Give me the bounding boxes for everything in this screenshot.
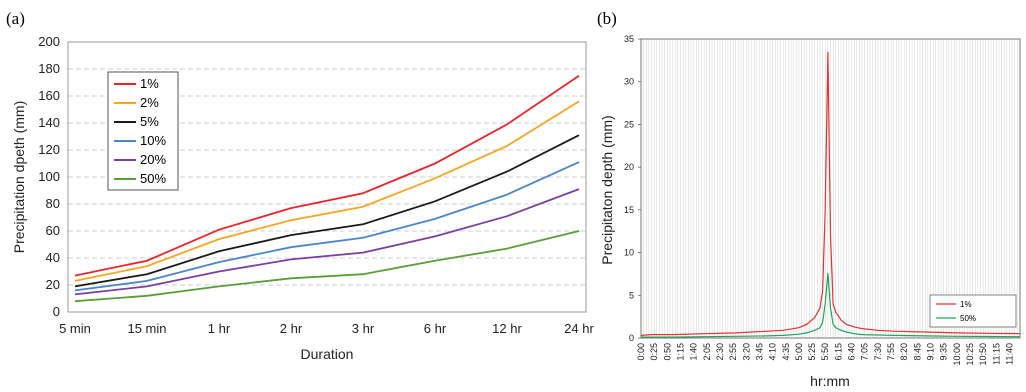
- panel-a-y-tick-label: 40: [46, 250, 60, 265]
- panel-a-series-line-1: [74, 100, 580, 282]
- panel-a-legend: 1% 2% 5% 10% 20% 50%: [107, 71, 179, 191]
- panel-a-legend-box: [107, 71, 179, 191]
- panel-a-x-ticks: 5 min 15 min 1 hr 2 hr 3 hr 6 hr 12 hr 24 hr: [59, 321, 594, 336]
- panel-a-legend-label: 5%: [140, 114, 159, 129]
- panel-b-x-tick-label: 10:50: [978, 343, 988, 366]
- panel-a-x-tick-label: 6 hr: [424, 321, 447, 336]
- panel-a-y-axis-title: Precipitation dpeth (mm): [11, 101, 27, 254]
- panel-a-series-line-0: [74, 75, 580, 277]
- panel-b-legend: 1% 50%: [929, 294, 1017, 328]
- panel-b-x-tick-label: 0:00: [636, 343, 646, 361]
- panel-a-y-tick-label: 0: [53, 304, 60, 319]
- panel-b-x-tick-label: 5:00: [794, 343, 804, 361]
- panel-a-gridlines: [68, 68, 586, 286]
- panel-a-y-tick-label: 60: [46, 223, 60, 238]
- panel-b-x-tick-label: 7:55: [886, 343, 896, 361]
- panel-a-x-tick-label: 5 min: [59, 321, 91, 336]
- panel-b-gridlines: [643, 39, 1018, 338]
- panel-b-x-tick-label: 8:45: [912, 343, 922, 361]
- panel-b-x-tick-label: 9:10: [926, 343, 936, 361]
- panel-b-x-tick-label: 10:00: [952, 343, 962, 366]
- panel-b-y-tick-label: 0: [629, 333, 634, 343]
- panel-b-x-tick-label: 2:05: [702, 343, 712, 361]
- panel-b-plot-area: [640, 38, 1021, 339]
- panel-a-y-tick-label: 200: [38, 34, 60, 49]
- panel-a-legend-label: 20%: [140, 152, 166, 167]
- panel-b-legend-box: [929, 294, 1017, 328]
- panel-a-x-tick-label: 2 hr: [280, 321, 303, 336]
- panel-a-y-tick-label: 80: [46, 196, 60, 211]
- panel-b-x-tick-label: 0:50: [662, 343, 672, 361]
- panel-b-x-tick-label: 0:25: [649, 343, 659, 361]
- panel-b-y-tick-label: 15: [624, 205, 634, 215]
- panel-a-y-tick-label: 160: [38, 88, 60, 103]
- panel-b-x-tick-label: 9:35: [939, 343, 949, 361]
- panel-b-y-axis-title: Precipitaton depth (mm): [599, 115, 615, 264]
- panel-b-x-axis-title: hr:mm: [810, 373, 850, 389]
- panel-b-y-tick-label: 20: [624, 162, 634, 172]
- panel-b-x-tick-label: 2:55: [728, 343, 738, 361]
- panel-a-series-line-2: [74, 134, 580, 288]
- panel-b-y-tick-label: 5: [629, 290, 634, 300]
- panel-a-y-tick-label: 140: [38, 115, 60, 130]
- panel-b-series-line-0: [640, 51, 1021, 336]
- panel-a-label: (a): [6, 9, 25, 28]
- panel-a-x-tick-label: 15 min: [127, 321, 166, 336]
- panel-a-y-tick-label: 120: [38, 142, 60, 157]
- panel-b-y-tick-label: 10: [624, 248, 634, 258]
- panel-b-y-tick-label: 30: [624, 77, 634, 87]
- panel-a-legend-label: 10%: [140, 133, 166, 148]
- panel-a-y-tick-label: 100: [38, 169, 60, 184]
- panel-a-series-line-3: [74, 161, 580, 292]
- panel-a-legend-label: 1%: [140, 76, 159, 91]
- panel-b-x-tick-label: 4:35: [781, 343, 791, 361]
- panel-b-x-tick-label: 6:15: [833, 343, 843, 361]
- panel-b-x-tick-label: 4:10: [768, 343, 778, 361]
- panel-a-y-ticks: 0 20 40 60 80 100 120 140 160 180 200: [38, 34, 60, 319]
- panel-b-x-tick-label: 11:15: [991, 343, 1001, 365]
- panel-b-legend-label: 1%: [960, 300, 972, 309]
- panel-b-legend-label: 50%: [960, 314, 976, 323]
- panel-a-legend-label: 2%: [140, 95, 159, 110]
- panel-b-x-tick-label: 10:25: [965, 343, 975, 366]
- panel-a-plot-area: [67, 41, 587, 313]
- panel-b-x-tick-label: 6:40: [847, 343, 857, 361]
- panel-a-x-tick-label: 1 hr: [208, 321, 231, 336]
- panel-b-x-tick-label: 11:40: [1005, 343, 1015, 365]
- panel-a-series-line-4: [74, 188, 580, 296]
- panel-b-x-tick-label: 5:50: [820, 343, 830, 361]
- panel-b-x-tick-label: 8:20: [899, 343, 909, 361]
- panel-a-legend-label: 50%: [140, 171, 166, 186]
- panel-a-y-tick-label: 20: [46, 277, 60, 292]
- panel-a-series: [74, 75, 580, 303]
- panel-b-x-tick-label: 5:25: [807, 343, 817, 361]
- panel-b-x-tick-label: 3:20: [741, 343, 751, 361]
- panel-a-series-line-5: [74, 230, 580, 303]
- panel-a-x-tick-label: 3 hr: [352, 321, 375, 336]
- panel-a-x-axis-title: Duration: [301, 346, 354, 362]
- panel-b-y-tick-label: 25: [624, 119, 634, 129]
- panel-b-x-tick-label: 7:30: [873, 343, 883, 361]
- panel-b-x-tick-label: 3:45: [754, 343, 764, 361]
- panel-a-x-tick-label: 12 hr: [492, 321, 522, 336]
- panel-b-x-tick-label: 2:30: [715, 343, 725, 361]
- panel-b-x-tick-label: 1:40: [689, 343, 699, 361]
- panel-a-y-tick-label: 180: [38, 61, 60, 76]
- panel-b-y-tick-label: 35: [624, 34, 634, 44]
- panel-b-y-ticks: 0 5 10 15 20 25 30 35: [624, 34, 641, 343]
- panel-b-x-tick-label: 7:05: [860, 343, 870, 361]
- panel-b-x-ticks: 0:00 0:25 0:50 1:15 1:40 2:05 2:30 2:55 3:20 3:45…: [636, 343, 1015, 366]
- panel-b-series: [640, 51, 1021, 338]
- panel-b-label: (b): [597, 9, 617, 28]
- panel-a: (a) 0 20 40 60 80 100 120 140 160 180 200 5 min 15 …: [6, 9, 594, 362]
- panel-b-series-line-1: [641, 273, 1021, 338]
- panel-b-x-tick-label: 1:15: [676, 343, 686, 361]
- panel-a-x-tick-label: 24 hr: [564, 321, 594, 336]
